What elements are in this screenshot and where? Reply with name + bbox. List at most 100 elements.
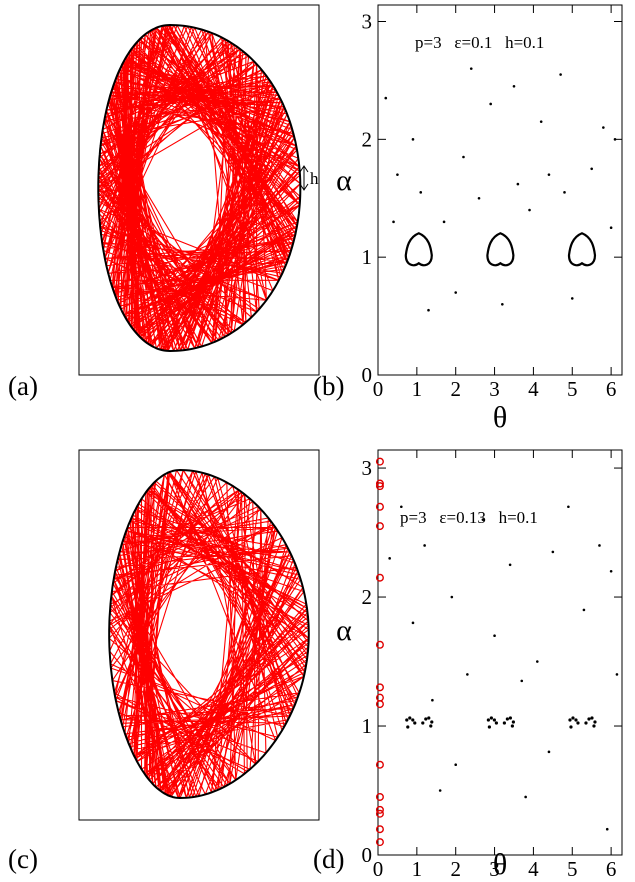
phase-point xyxy=(615,673,619,676)
phase-point xyxy=(582,608,586,612)
islands-b xyxy=(404,232,597,267)
billiard-trajectory-a xyxy=(97,24,301,352)
x-tick-label: 6 xyxy=(606,377,617,401)
phase-point xyxy=(392,220,395,224)
island-point xyxy=(590,716,594,720)
x-tick-label: 0 xyxy=(373,377,384,401)
island-point xyxy=(508,716,512,720)
phase-point xyxy=(431,698,434,702)
island-point xyxy=(489,716,493,720)
x-tick-label: 1 xyxy=(412,857,423,881)
phase-point xyxy=(400,505,403,509)
y-tick-label: 0 xyxy=(362,843,373,867)
phase-point xyxy=(396,173,399,176)
phase-point xyxy=(469,67,473,70)
island-point xyxy=(430,720,434,724)
phase-point xyxy=(547,173,551,176)
xlabel-b: θ xyxy=(493,401,507,434)
phase-point xyxy=(535,660,539,663)
island-point xyxy=(569,725,573,729)
phase-point xyxy=(567,505,570,509)
island-point xyxy=(429,724,433,728)
x-tick-label: 3 xyxy=(489,857,500,881)
island-point xyxy=(411,718,415,722)
boundary-marker xyxy=(375,809,384,818)
phase-point xyxy=(609,226,613,230)
boundary-marker xyxy=(375,700,384,709)
island-point xyxy=(421,721,425,725)
boundary-marker xyxy=(375,792,384,801)
x-tick-label: 5 xyxy=(567,857,578,881)
xlabel-d: θ xyxy=(493,848,507,881)
panel-d: 0 1 2 3 4 5 6 0 1 2 3 p=3 ε=0.13 h=0.1 α θ (d) xyxy=(313,449,623,881)
boundary-marker xyxy=(375,522,384,531)
ylabel-d: α xyxy=(336,614,352,647)
island-point xyxy=(406,725,410,729)
billiard-boundary-c xyxy=(108,468,310,800)
x-tick-label: 3 xyxy=(489,377,500,401)
y-tick-label: 1 xyxy=(362,714,373,738)
phase-point xyxy=(462,155,465,159)
boundary-marker xyxy=(375,838,384,847)
trajectory-path xyxy=(97,24,301,352)
phase-point xyxy=(528,208,531,212)
phase-point xyxy=(547,750,551,754)
phase-points-d xyxy=(388,505,619,831)
panel-label-c: (c) xyxy=(8,844,38,874)
phase-point xyxy=(427,308,430,312)
island-point xyxy=(584,721,588,725)
phase-point xyxy=(516,182,520,186)
phase-point xyxy=(477,196,481,200)
phase-point xyxy=(551,550,555,554)
phase-point xyxy=(493,634,496,638)
phase-point xyxy=(423,544,426,547)
phase-point xyxy=(501,302,504,306)
phase-point xyxy=(559,73,562,76)
phase-point xyxy=(438,789,442,792)
boundary-marker xyxy=(375,482,384,491)
boundary-marker xyxy=(375,479,384,488)
params-b: p=3 ε=0.1 h=0.1 xyxy=(415,33,544,52)
phase-point xyxy=(539,120,543,123)
island-point xyxy=(413,721,417,725)
island-point xyxy=(576,721,580,725)
panel-a: h (a) xyxy=(8,4,320,401)
phase-point xyxy=(524,795,527,799)
x-tick-label: 2 xyxy=(450,377,461,401)
phase-point xyxy=(489,102,492,106)
y-tick-label: 2 xyxy=(362,127,373,151)
phase-point xyxy=(563,191,566,194)
boundary-marker xyxy=(375,683,384,692)
boundary-marker xyxy=(375,805,384,814)
panel-c-frame xyxy=(78,449,320,821)
phase-point xyxy=(613,138,617,141)
phase-point xyxy=(411,621,415,625)
panel-label-a: (a) xyxy=(8,371,38,401)
phase-point xyxy=(419,191,423,194)
island-point xyxy=(405,718,409,722)
island-point xyxy=(505,717,509,721)
island-point xyxy=(424,717,428,721)
billiard-boundary-a xyxy=(97,23,302,353)
phase-point xyxy=(466,673,469,676)
boundary-marker xyxy=(375,457,384,466)
boundary-marker xyxy=(375,502,384,511)
axis-ticks-d: 0 1 2 3 4 5 6 0 1 2 3 xyxy=(362,450,622,881)
y-tick-label: 1 xyxy=(362,245,373,269)
panel-c: (c) xyxy=(8,449,320,874)
boundary-marker xyxy=(375,640,384,649)
phase-point xyxy=(454,291,458,294)
island-point xyxy=(494,721,498,725)
panel-label-b: (b) xyxy=(313,371,344,401)
panel-label-d: (d) xyxy=(313,844,344,874)
phase-point xyxy=(388,557,391,560)
island-point xyxy=(511,720,515,724)
phase-point xyxy=(411,138,415,141)
island-point xyxy=(502,721,506,725)
boundary-marker xyxy=(375,573,384,582)
phase-point xyxy=(481,518,485,521)
phase-point xyxy=(570,297,574,300)
y-tick-label: 3 xyxy=(362,456,373,480)
h-annotation: h xyxy=(299,165,319,191)
